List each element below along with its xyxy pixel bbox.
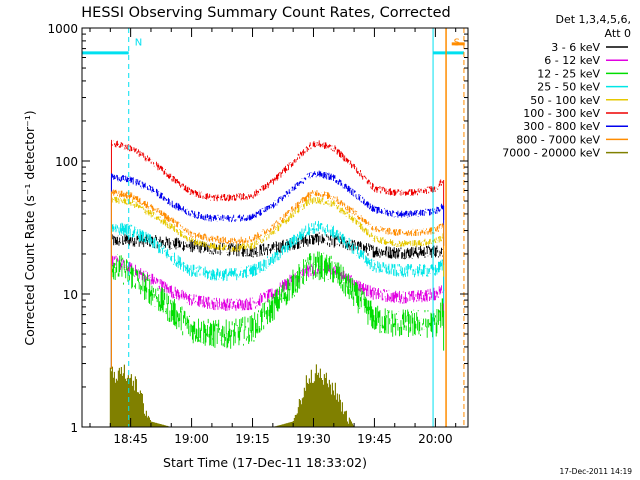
x-tick-label: 18:45 bbox=[113, 432, 148, 446]
legend-label: 25 - 50 keV bbox=[537, 81, 600, 94]
series-12-25-kev bbox=[110, 251, 445, 369]
legend-label: 50 - 100 keV bbox=[530, 94, 600, 107]
legend-label: 3 - 6 keV bbox=[551, 41, 600, 54]
series-800-7000-kev bbox=[110, 189, 445, 369]
series-trace bbox=[110, 189, 444, 245]
legend-label: 800 - 7000 keV bbox=[516, 133, 600, 146]
x-axis-label: Start Time (17-Dec-11 18:33:02) bbox=[163, 455, 367, 470]
date-stamp: 17-Dec-2011 14:19 bbox=[559, 467, 632, 476]
y-axis-label: Corrected Count Rate (s⁻¹ detector⁻¹) bbox=[22, 110, 37, 345]
series-trace bbox=[109, 364, 354, 427]
y-tick-label: 1000 bbox=[47, 22, 78, 36]
y-tick-label: 1 bbox=[70, 421, 78, 435]
y-tick-label: 10 bbox=[63, 288, 78, 302]
legend-header-line-1: Det 1,3,4,5,6, bbox=[555, 13, 631, 26]
x-tick-label: 19:00 bbox=[174, 432, 209, 446]
x-tick-label: 19:15 bbox=[235, 432, 270, 446]
series-trace bbox=[110, 139, 444, 202]
marker-label-s: S bbox=[454, 37, 460, 48]
marker-label-n: N bbox=[135, 37, 142, 48]
series-7000-20000-kev bbox=[109, 364, 354, 427]
axes-frame bbox=[81, 27, 469, 428]
x-axis: 18:45 19:00 19:15 19:30 19:45 20:00 bbox=[89, 28, 457, 446]
legend-label: 6 - 12 keV bbox=[544, 54, 600, 67]
y-axis: 1 10 100 1000 bbox=[47, 22, 468, 435]
legend-header-line-2: Att 0 bbox=[605, 27, 631, 40]
plot-area: N S 1 10 100 1000 18:45 19:00 19:15 19:30 19:45 20:… bbox=[47, 22, 469, 446]
x-tick-label: 19:45 bbox=[357, 432, 392, 446]
y-tick-label: 100 bbox=[55, 155, 78, 169]
x-tick-label: 20:00 bbox=[418, 432, 453, 446]
x-tick-label: 19:30 bbox=[296, 432, 331, 446]
legend-label: 100 - 300 keV bbox=[523, 107, 600, 120]
chart-title: HESSI Observing Summary Count Rates, Cor… bbox=[81, 5, 450, 21]
legend-label: 12 - 25 keV bbox=[537, 67, 600, 80]
legend-label: 300 - 800 keV bbox=[523, 120, 600, 133]
legend-label: 7000 - 20000 keV bbox=[502, 147, 600, 160]
